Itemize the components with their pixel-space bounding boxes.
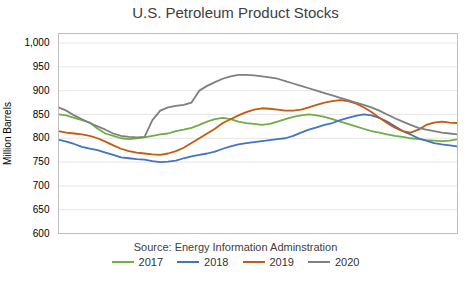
svg-text:850: 850 <box>33 109 50 120</box>
svg-text:950: 950 <box>33 61 50 72</box>
svg-text:900: 900 <box>33 85 50 96</box>
html-text:Source: Energy Information Adm: Source: Energy Information Adminstration <box>133 241 338 253</box>
html-text:2017: 2017 <box>138 256 163 268</box>
svg-text:800: 800 <box>33 132 50 143</box>
svg-text:1,000: 1,000 <box>24 37 49 48</box>
svg-text:750: 750 <box>33 156 50 167</box>
html-text:2018: 2018 <box>204 256 229 268</box>
html-text:2019: 2019 <box>269 256 294 268</box>
svg-text:600: 600 <box>33 228 50 239</box>
svg-text:700: 700 <box>33 180 50 191</box>
svg-text:Million Barrels: Million Barrels <box>2 102 13 165</box>
html-text:U.S. Petroleum Product Stocks: U.S. Petroleum Product Stocks <box>132 4 339 21</box>
svg-text:650: 650 <box>33 204 50 215</box>
html-text:2020: 2020 <box>335 256 360 268</box>
